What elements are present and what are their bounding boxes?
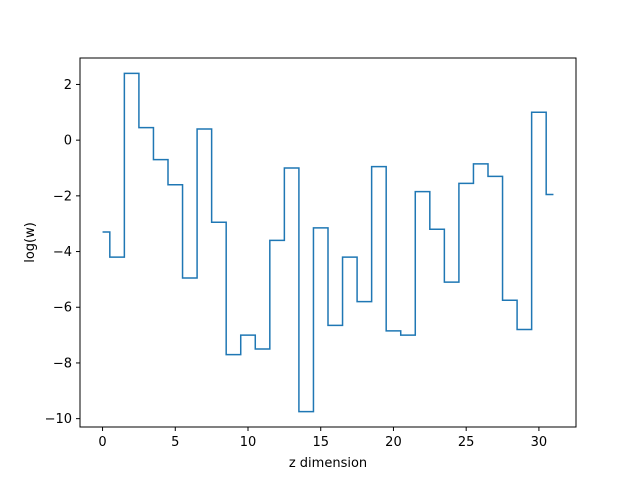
y-tick-label: −4 bbox=[53, 245, 72, 260]
x-tick-label: 30 bbox=[531, 435, 548, 450]
series-layer bbox=[102, 72, 554, 413]
x-tick-label: 0 bbox=[98, 435, 106, 450]
axes-frame bbox=[79, 57, 577, 428]
x-tick-label: 5 bbox=[171, 435, 179, 450]
series-step-line bbox=[102, 72, 554, 413]
x-axis-ticks: 0 5 10 15 20 25 30 bbox=[98, 427, 547, 450]
y-tick-label: 0 bbox=[64, 134, 72, 149]
y-tick-label: 2 bbox=[64, 78, 72, 93]
y-tick-label: −8 bbox=[53, 356, 72, 371]
y-axis-label: log(w) bbox=[23, 222, 38, 263]
x-axis-label: z dimension bbox=[289, 456, 367, 471]
x-tick-label: 10 bbox=[240, 435, 257, 450]
x-tick-label: 25 bbox=[458, 435, 475, 450]
x-tick-label: 20 bbox=[385, 435, 402, 450]
y-axis-ticks: −10 −8 −6 −4 −2 0 2 bbox=[45, 78, 80, 427]
x-tick-label: 15 bbox=[312, 435, 329, 450]
y-tick-label: −2 bbox=[53, 189, 72, 204]
y-tick-label: −10 bbox=[45, 412, 72, 427]
y-tick-label: −6 bbox=[53, 301, 72, 316]
